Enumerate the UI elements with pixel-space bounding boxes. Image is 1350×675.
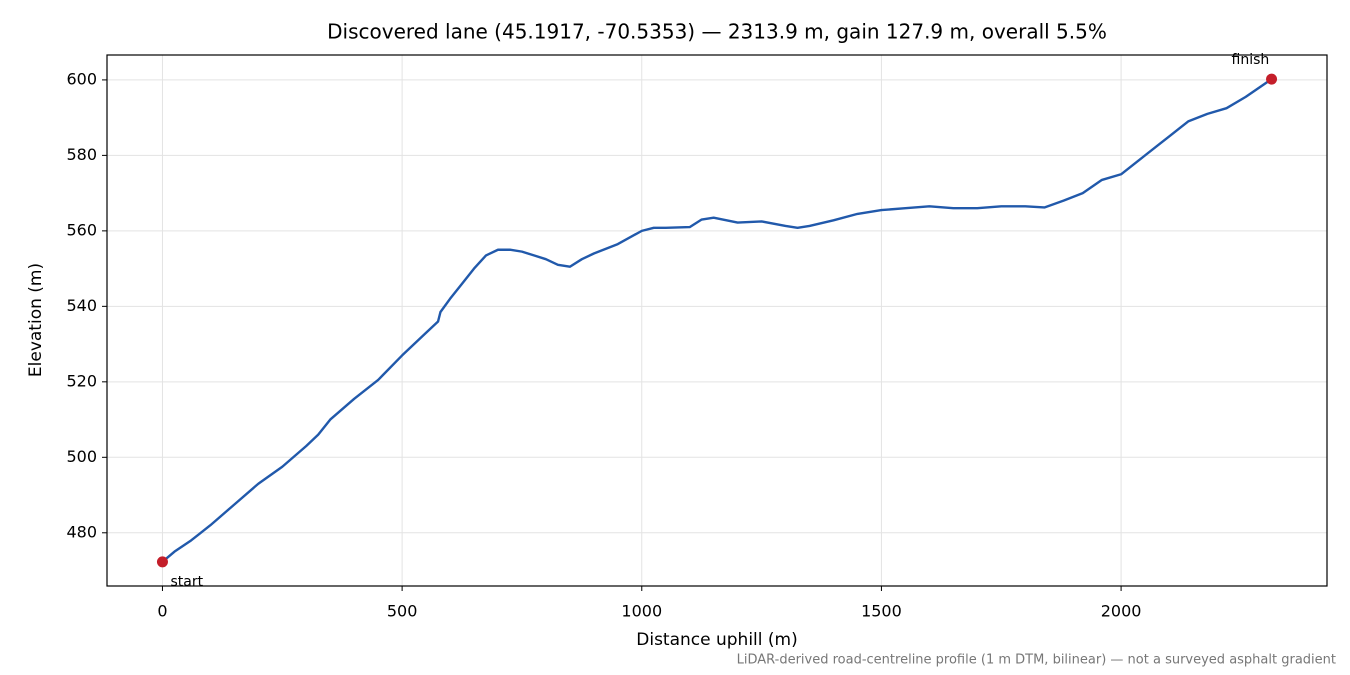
x-tick-label: 500 <box>387 602 418 621</box>
endpoint-marker <box>156 556 168 568</box>
y-tick-label: 600 <box>66 69 97 88</box>
y-tick-label: 500 <box>66 447 97 466</box>
elevation-line <box>161 78 1273 563</box>
x-axis-label: Distance uphill (m) <box>636 630 797 650</box>
x-tick-label: 1500 <box>861 602 902 621</box>
x-tick-label: 1000 <box>621 602 662 621</box>
y-tick-label: 560 <box>66 220 97 239</box>
x-tick-label: 2000 <box>1101 602 1142 621</box>
y-tick-label: 520 <box>66 371 97 390</box>
chart-title: Discovered lane (45.1917, -70.5353) — 23… <box>327 20 1107 44</box>
plot-frame <box>106 54 1328 587</box>
endpoint-label: finish <box>1232 52 1270 68</box>
y-tick-label: 540 <box>66 296 97 315</box>
footnote: LiDAR-derived road-centreline profile (1… <box>737 653 1336 668</box>
y-tick-label: 580 <box>66 145 97 164</box>
y-axis-label: Elevation (m) <box>26 263 46 377</box>
endpoint-marker <box>1266 73 1278 85</box>
x-tick-label: 0 <box>157 602 167 621</box>
endpoint-label: start <box>170 574 203 590</box>
y-tick-label: 480 <box>66 522 97 541</box>
